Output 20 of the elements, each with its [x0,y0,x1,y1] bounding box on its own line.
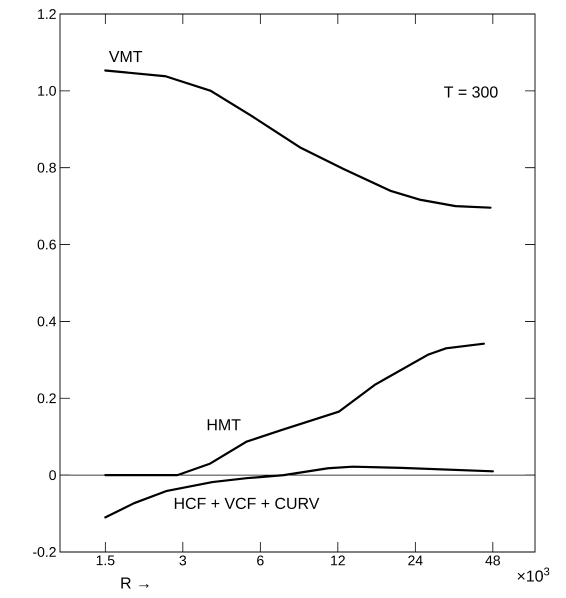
x-tick-label: 1.5 [96,556,114,566]
y-tick-label: 0.6 [38,240,56,250]
x-axis-title: R → [121,578,149,588]
x-tick-label: 12 [331,556,345,566]
y-tick-label: -0.2 [33,547,56,557]
series-label: HMT [208,419,241,430]
text: ×10$^{3}$ [518,568,550,582]
annotation: T = 300 [444,86,498,98]
y-tick-label: 0.2 [38,393,56,404]
series-label: VMT [108,50,142,62]
x-tick-label: 3 [179,556,186,566]
x-tick-label: 24 [408,556,423,566]
y-tick-label: 0.4 [38,316,56,326]
x-tick-label: 6 [257,556,264,566]
y-tick-label: 0.8 [38,162,56,173]
y-tick-label: 0 [49,470,56,480]
x-tick-label: 48 [485,556,500,566]
y-tick-label: 1.0 [38,86,56,96]
y-tick-label: 1.2 [38,9,56,19]
series-label: HCF + VCF + CURV [174,498,320,510]
